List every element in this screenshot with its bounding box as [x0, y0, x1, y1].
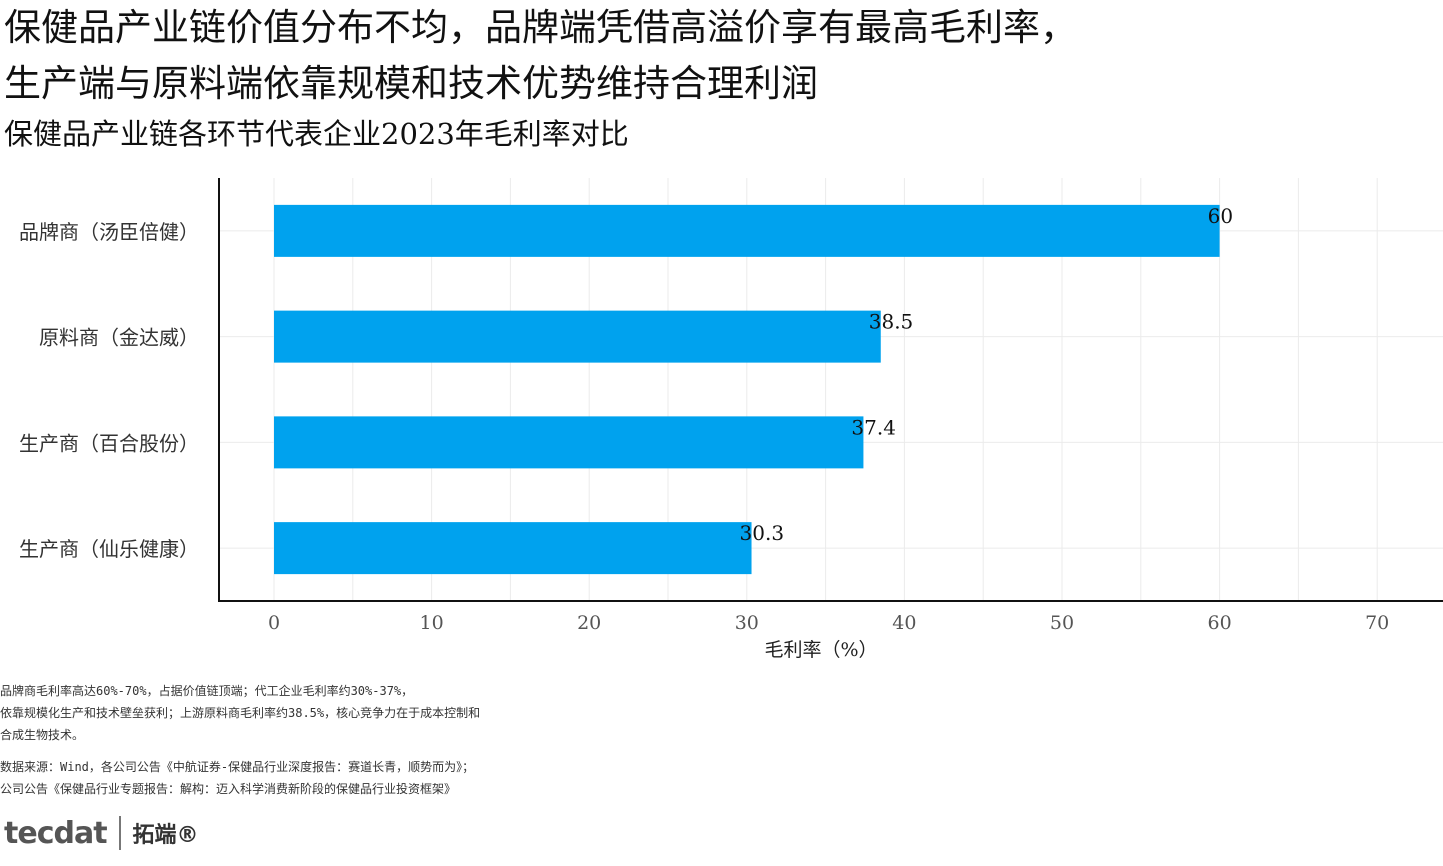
chart-title: 保健品产业链价值分布不均，品牌端凭借高溢价享有最高毛利率， 生产端与原料端依靠规… — [4, 0, 1077, 112]
value-label: 60 — [1208, 204, 1233, 228]
x-axis-title: 毛利率（%） — [764, 639, 877, 661]
value-label: 38.5 — [869, 310, 914, 334]
source-line-1: 数据来源：Wind，各公司公告《中航证券-保健品行业深度报告：赛道长青，顺势而为… — [0, 760, 475, 774]
logo-wordmark: tecdat — [4, 815, 108, 851]
value-label: 30.3 — [740, 521, 785, 545]
source-line-2: 公司公告《保健品行业专题报告：解构：迈入科学消费新阶段的保健品行业投资框架》 — [0, 782, 457, 796]
note-line-1: 品牌商毛利率高达60%-70%，占据价值链顶端；代工企业毛利率约30%-37%， — [0, 684, 414, 698]
logo-divider — [118, 816, 121, 850]
labels: 品牌商（汤臣倍健） 60 原料商（金达威） 38.5 生产商（百合股份） 37.4 生产商（… — [19, 204, 1389, 661]
x-tick-label: 30 — [735, 612, 759, 634]
data-source: 数据来源：Wind，各公司公告《中航证券-保健品行业深度报告：赛道长青，顺势而为… — [0, 756, 650, 800]
bar — [274, 416, 864, 469]
bar — [274, 522, 752, 575]
category-label: 生产商（仙乐健康） — [19, 537, 199, 561]
note-line-3: 合成生物技术。 — [0, 728, 85, 742]
x-tick-label: 40 — [892, 612, 916, 634]
x-tick-label: 0 — [268, 612, 280, 634]
note-line-2: 依靠规模化生产和技术壁垒获利；上游原料商毛利率约38.5%，核心竞争力在于成本控… — [0, 706, 481, 720]
x-tick-label: 70 — [1365, 612, 1389, 634]
brand-logo: tecdat 拓端® — [4, 808, 199, 858]
x-tick-label: 20 — [577, 612, 601, 634]
x-tick-label: 60 — [1208, 612, 1232, 634]
chart-subtitle: 保健品产业链各环节代表企业2023年毛利率对比 — [4, 117, 629, 151]
category-label: 原料商（金达威） — [39, 326, 199, 350]
bar-chart: 品牌商（汤臣倍健） 60 原料商（金达威） 38.5 生产商（百合股份） 37.4 生产商（… — [19, 178, 1443, 661]
category-label: 生产商（百合股份） — [19, 431, 199, 455]
title-line-1: 保健品产业链价值分布不均，品牌端凭借高溢价享有最高毛利率， — [4, 6, 1077, 49]
axes — [218, 178, 1443, 602]
bar — [274, 310, 881, 363]
title-line-2: 生产端与原料端依靠规模和技术优势维持合理利润 — [4, 62, 818, 105]
x-tick-label: 10 — [420, 612, 444, 634]
category-label: 品牌商（汤臣倍健） — [19, 220, 199, 244]
logo-cn-name: 拓端® — [132, 823, 199, 848]
bar — [274, 204, 1220, 257]
x-tick-label: 50 — [1050, 612, 1074, 634]
bars — [274, 204, 1220, 575]
value-label: 37.4 — [851, 415, 896, 439]
notes: 品牌商毛利率高达60%-70%，占据价值链顶端；代工企业毛利率约30%-37%，… — [0, 680, 650, 746]
